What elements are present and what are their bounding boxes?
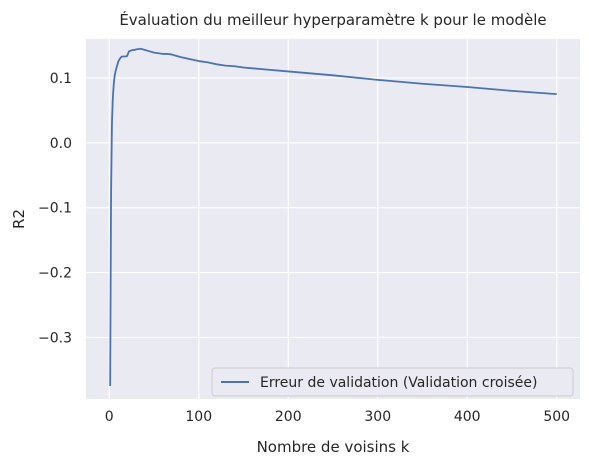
- series-line: [109, 47, 557, 387]
- y-tick-label: 0.0: [50, 136, 72, 152]
- y-tick-label: 0.1: [50, 71, 72, 87]
- chart-title: Évaluation du meilleur hyperparamètre k …: [119, 10, 546, 29]
- x-tick-label: 100: [185, 409, 212, 425]
- series-layer: [109, 47, 557, 387]
- y-axis-label: R2: [10, 209, 28, 229]
- legend-box: [211, 367, 574, 397]
- x-tick-label: 300: [364, 409, 391, 425]
- x-tick-label: 0: [105, 409, 114, 425]
- tick-labels: 0 100 200 300 400 500 −0.3 −0.2 −0.1 0.0 0.1: [38, 71, 570, 425]
- y-tick-label: −0.2: [38, 266, 72, 282]
- y-tick-label: −0.3: [38, 330, 72, 346]
- x-axis-label: Nombre de voisins k: [257, 438, 410, 456]
- y-tick-label: −0.1: [38, 201, 72, 217]
- grid-lines: [86, 39, 580, 399]
- x-tick-label: 400: [454, 409, 481, 425]
- plot-background: [86, 39, 580, 399]
- x-tick-label: 200: [275, 409, 302, 425]
- x-tick-label: 500: [543, 409, 570, 425]
- legend: Erreur de validation (Validation croisée…: [211, 367, 574, 397]
- legend-label: Erreur de validation (Validation croisée…: [260, 375, 537, 391]
